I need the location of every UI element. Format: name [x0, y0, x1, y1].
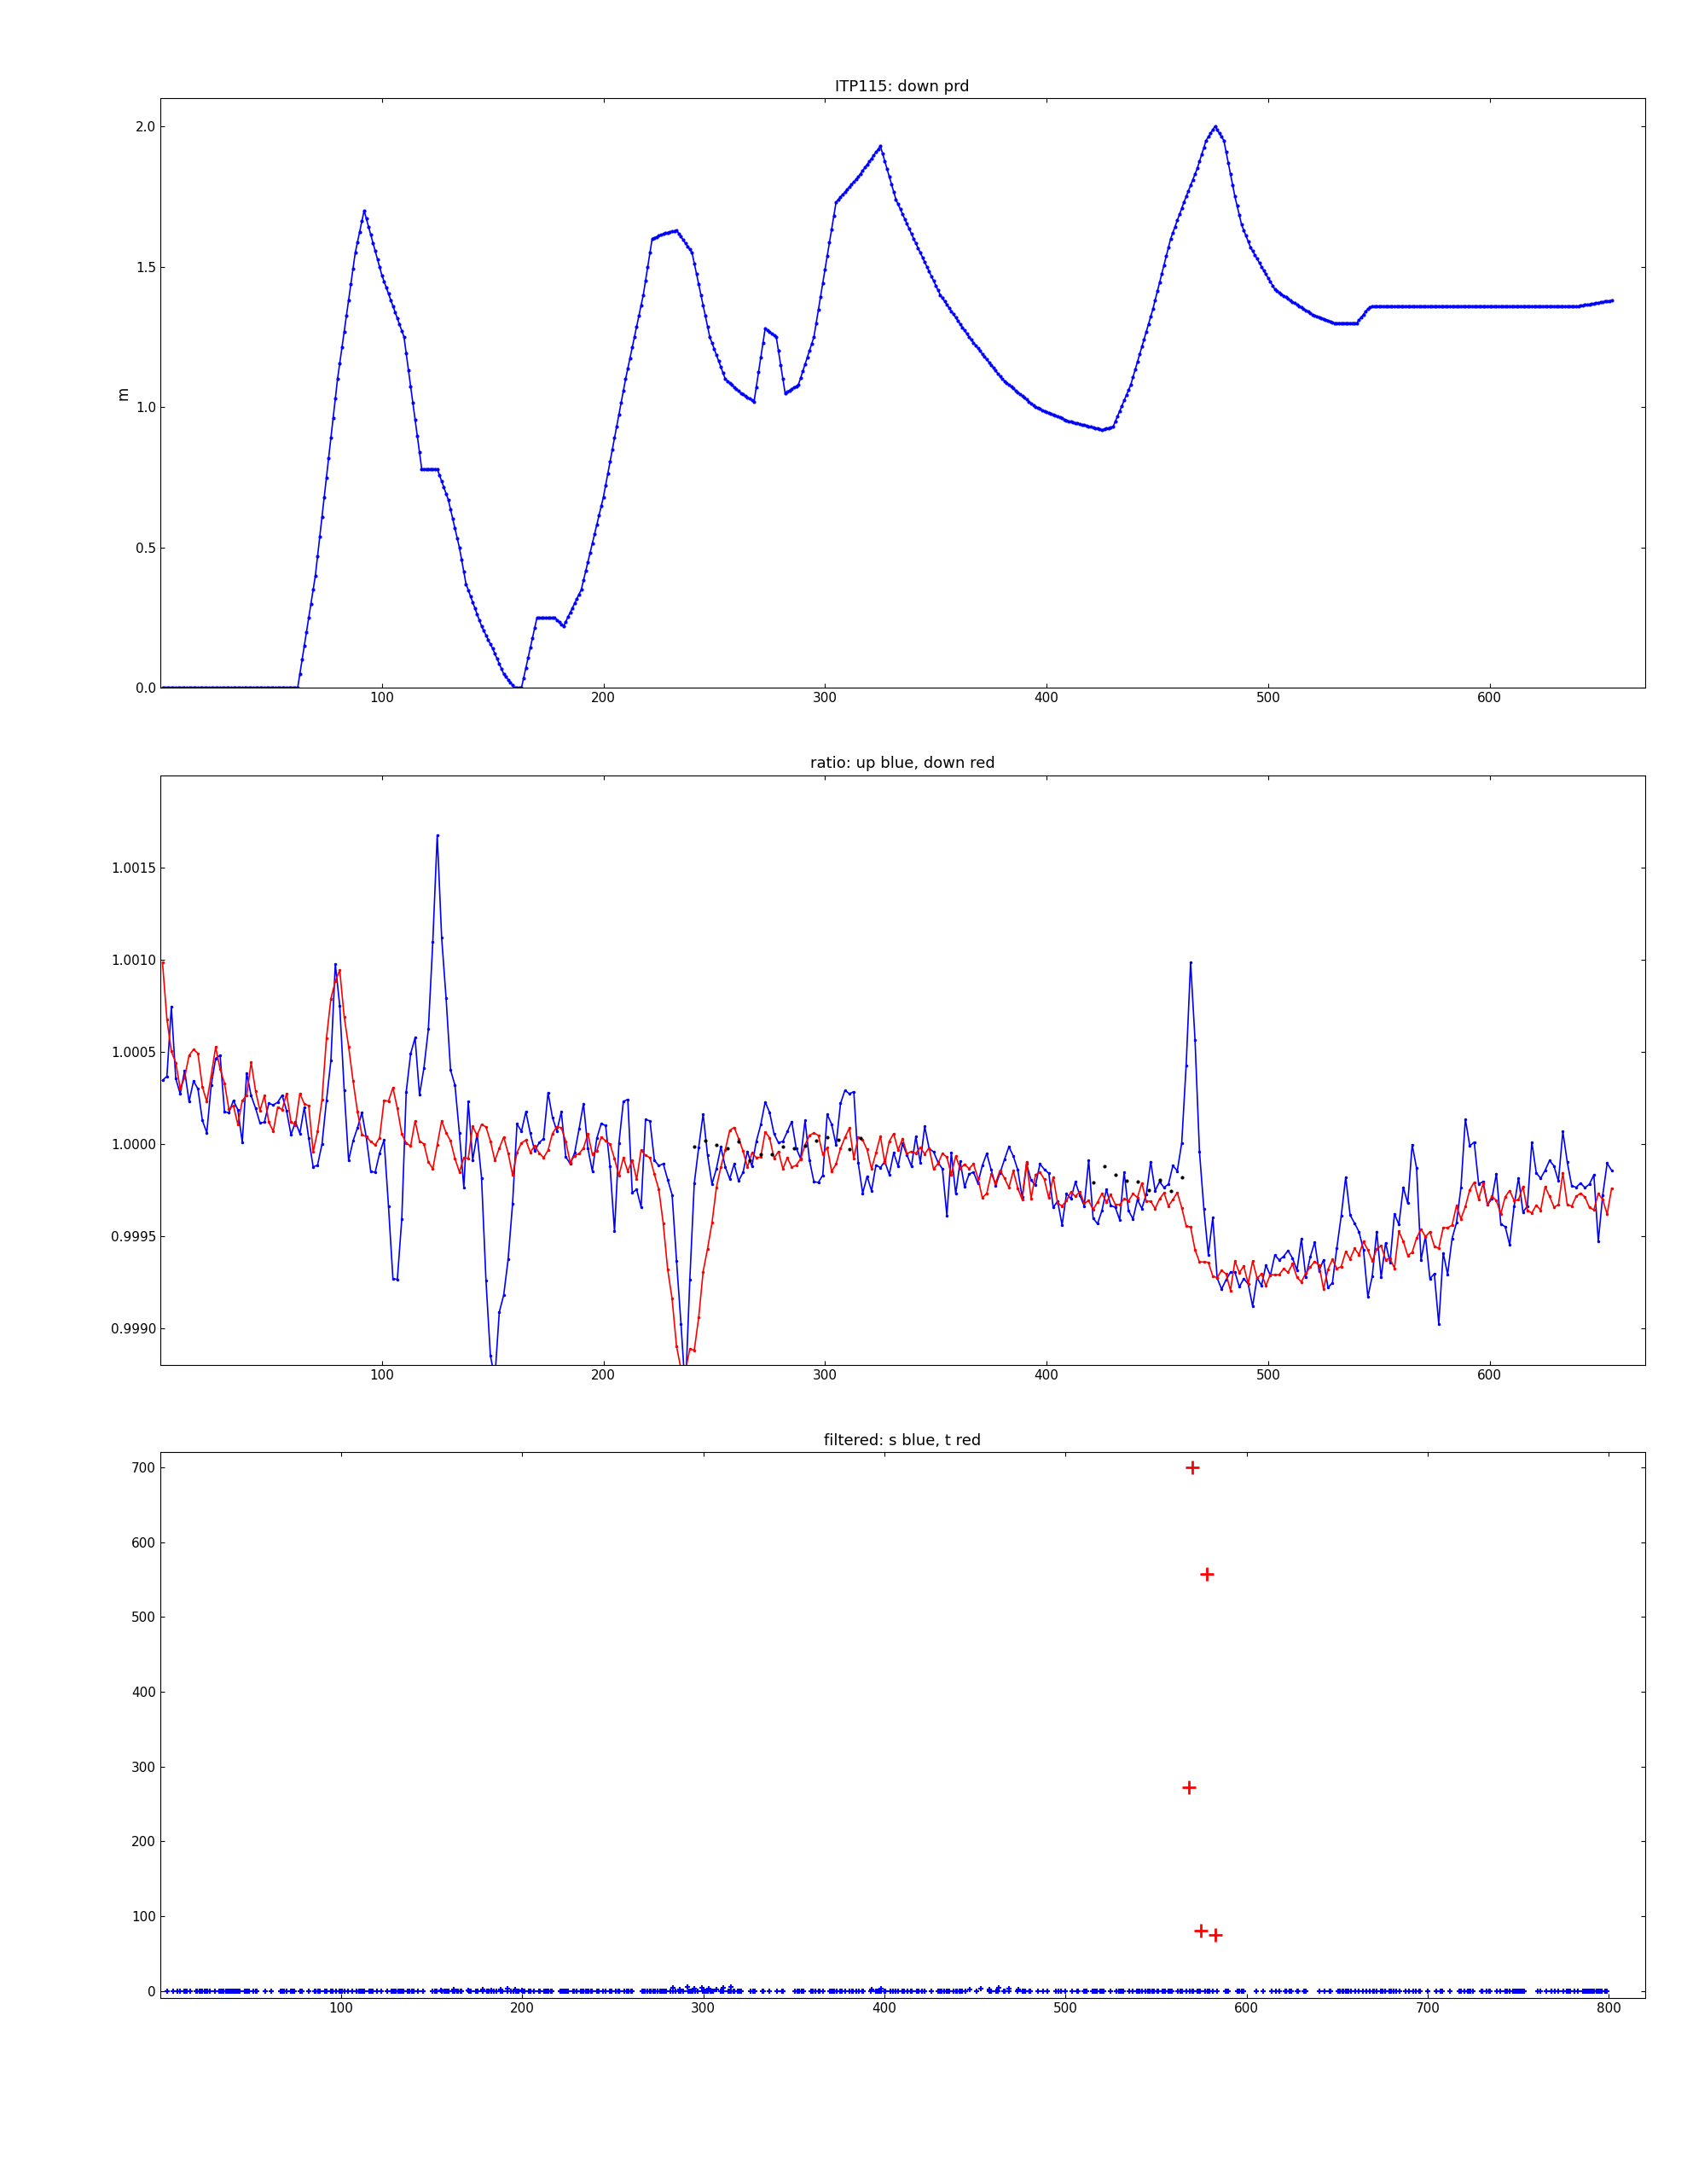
Title: ITP115: down prd: ITP115: down prd: [835, 79, 970, 94]
Title: filtered: s blue, t red: filtered: s blue, t red: [823, 1433, 982, 1448]
Title: ratio: up blue, down red: ratio: up blue, down red: [810, 756, 995, 771]
Y-axis label: m: m: [115, 387, 132, 400]
